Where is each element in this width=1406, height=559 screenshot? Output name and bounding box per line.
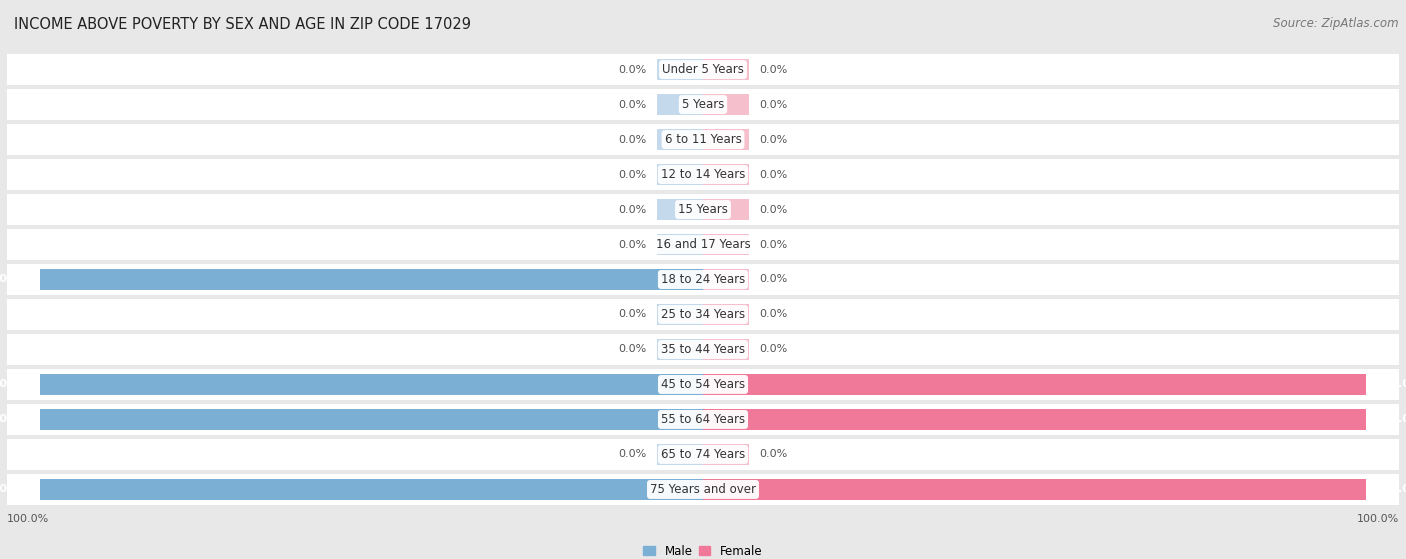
Text: 0.0%: 0.0% [759, 205, 787, 215]
Text: 0.0%: 0.0% [759, 135, 787, 145]
Text: 100.0%: 100.0% [1357, 514, 1399, 524]
Bar [703, 444, 749, 465]
Legend: Male, Female: Male, Female [638, 540, 768, 559]
Text: 100.0%: 100.0% [0, 380, 30, 390]
Text: 0.0%: 0.0% [759, 310, 787, 320]
Bar [41, 269, 703, 290]
Text: 100.0%: 100.0% [1376, 414, 1406, 424]
Bar [657, 129, 703, 150]
Bar [41, 374, 703, 395]
Text: 100.0%: 100.0% [1376, 485, 1406, 495]
Bar [703, 199, 749, 220]
Bar [703, 94, 749, 115]
Text: 0.0%: 0.0% [619, 64, 647, 74]
Bar [657, 339, 703, 360]
Bar [703, 339, 749, 360]
Bar [657, 304, 703, 325]
Text: 45 to 54 Years: 45 to 54 Years [661, 378, 745, 391]
Bar [7, 124, 1399, 155]
Bar [703, 374, 1365, 395]
Text: 0.0%: 0.0% [759, 100, 787, 110]
Bar [703, 479, 1365, 500]
Text: 0.0%: 0.0% [619, 169, 647, 179]
Text: 100.0%: 100.0% [7, 514, 49, 524]
Bar [703, 164, 749, 185]
Bar [703, 269, 749, 290]
Text: 35 to 44 Years: 35 to 44 Years [661, 343, 745, 356]
Bar [7, 334, 1399, 365]
Text: 0.0%: 0.0% [619, 310, 647, 320]
Text: 0.0%: 0.0% [759, 64, 787, 74]
Text: 0.0%: 0.0% [619, 205, 647, 215]
Text: 75 Years and over: 75 Years and over [650, 483, 756, 496]
Text: 65 to 74 Years: 65 to 74 Years [661, 448, 745, 461]
Bar [7, 194, 1399, 225]
Text: 0.0%: 0.0% [759, 169, 787, 179]
Bar [703, 304, 749, 325]
Bar [7, 439, 1399, 470]
Text: 100.0%: 100.0% [1376, 380, 1406, 390]
Bar [703, 129, 749, 150]
Text: 6 to 11 Years: 6 to 11 Years [665, 133, 741, 146]
Text: INCOME ABOVE POVERTY BY SEX AND AGE IN ZIP CODE 17029: INCOME ABOVE POVERTY BY SEX AND AGE IN Z… [14, 17, 471, 32]
Text: 0.0%: 0.0% [619, 449, 647, 459]
Bar [7, 299, 1399, 330]
Bar [7, 159, 1399, 190]
Text: 0.0%: 0.0% [759, 274, 787, 285]
Bar [657, 59, 703, 80]
Text: 100.0%: 100.0% [0, 485, 30, 495]
Text: 0.0%: 0.0% [759, 239, 787, 249]
Bar [7, 369, 1399, 400]
Text: 55 to 64 Years: 55 to 64 Years [661, 413, 745, 426]
Bar [703, 409, 1365, 430]
Bar [41, 479, 703, 500]
Bar [657, 94, 703, 115]
Bar [657, 164, 703, 185]
Bar [41, 409, 703, 430]
Text: 0.0%: 0.0% [619, 135, 647, 145]
Bar [657, 199, 703, 220]
Bar [7, 404, 1399, 435]
Text: 100.0%: 100.0% [0, 414, 30, 424]
Bar [657, 444, 703, 465]
Text: 100.0%: 100.0% [0, 274, 30, 285]
Text: 12 to 14 Years: 12 to 14 Years [661, 168, 745, 181]
Text: 18 to 24 Years: 18 to 24 Years [661, 273, 745, 286]
Text: 0.0%: 0.0% [759, 344, 787, 354]
Bar [7, 264, 1399, 295]
Text: 0.0%: 0.0% [619, 100, 647, 110]
Text: 5 Years: 5 Years [682, 98, 724, 111]
Text: 0.0%: 0.0% [619, 239, 647, 249]
Bar [7, 229, 1399, 260]
Text: 16 and 17 Years: 16 and 17 Years [655, 238, 751, 251]
Text: 25 to 34 Years: 25 to 34 Years [661, 308, 745, 321]
Bar [7, 474, 1399, 505]
Text: 0.0%: 0.0% [759, 449, 787, 459]
Bar [703, 234, 749, 255]
Bar [657, 234, 703, 255]
Bar [703, 59, 749, 80]
Bar [7, 54, 1399, 85]
Text: Source: ZipAtlas.com: Source: ZipAtlas.com [1274, 17, 1399, 30]
Bar [7, 89, 1399, 120]
Text: 0.0%: 0.0% [619, 344, 647, 354]
Text: 15 Years: 15 Years [678, 203, 728, 216]
Text: Under 5 Years: Under 5 Years [662, 63, 744, 76]
